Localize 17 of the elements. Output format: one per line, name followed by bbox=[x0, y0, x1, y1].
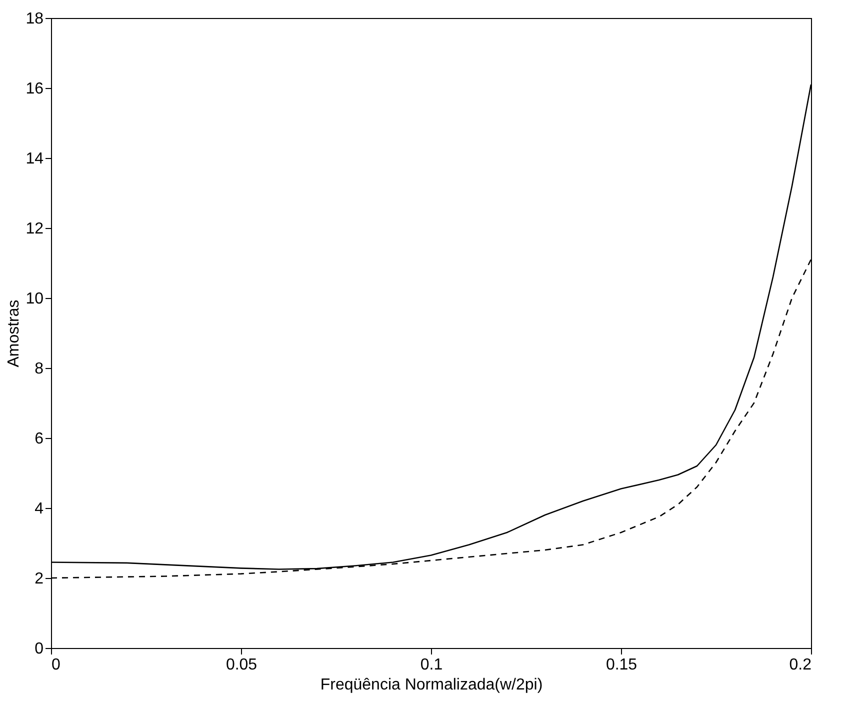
y-tick-label: 6 bbox=[34, 430, 44, 448]
y-tick-label: 8 bbox=[34, 360, 44, 378]
y-tick-label: 0 bbox=[34, 640, 44, 658]
y-tick-label: 18 bbox=[26, 10, 44, 28]
x-tick-label: 0 bbox=[52, 656, 60, 674]
x-tick-label: 0.1 bbox=[420, 656, 443, 674]
y-tick-label: 16 bbox=[26, 80, 44, 98]
y-axis-title: Amostras bbox=[6, 300, 23, 368]
x-tick-label: 0.05 bbox=[226, 656, 258, 674]
y-tick-label: 12 bbox=[26, 220, 44, 238]
y-tick-label: 4 bbox=[34, 500, 44, 518]
y-tick-label: 10 bbox=[26, 290, 44, 308]
x-tick-label: 0.2 bbox=[789, 656, 812, 674]
x-axis-title: Freqüência Normalizada(w/2pi) bbox=[320, 676, 543, 694]
x-tick-label: 0.15 bbox=[606, 656, 638, 674]
y-tick-label: 14 bbox=[26, 150, 44, 168]
y-tick-label: 2 bbox=[34, 570, 44, 588]
